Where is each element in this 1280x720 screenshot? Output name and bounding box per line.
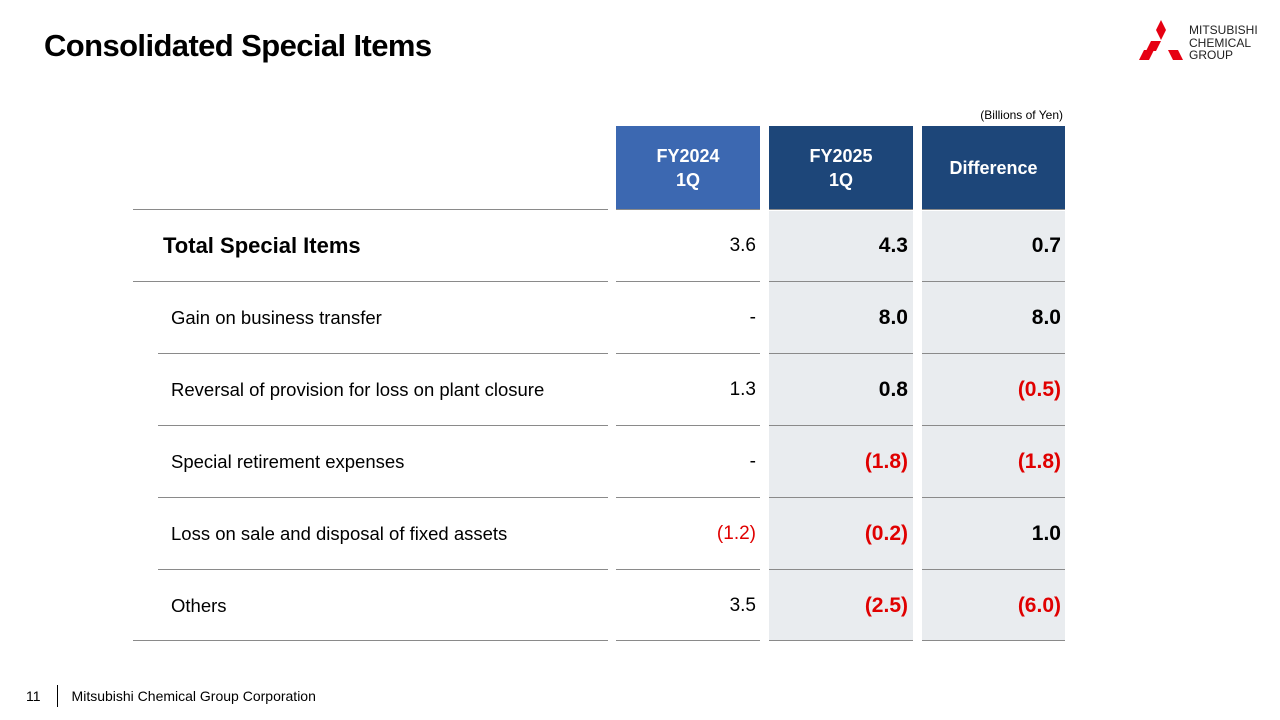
divider <box>769 425 913 426</box>
table-row: Gain on business transfer - 8.0 8.0 <box>0 282 1280 354</box>
divider <box>158 425 608 426</box>
row-label: Special retirement expenses <box>171 451 405 472</box>
row-label: Others <box>171 595 227 616</box>
divider <box>616 209 760 210</box>
divider <box>158 497 608 498</box>
cell-fy2025: 8.0 <box>878 306 908 329</box>
unit-note: (Billions of Yen) <box>980 108 1063 122</box>
divider <box>769 353 913 354</box>
cell-fy2024: 1.3 <box>729 379 756 400</box>
divider <box>616 497 760 498</box>
table-row: Others 3.5 (2.5) (6.0) <box>0 570 1280 642</box>
page-number: 11 <box>26 688 41 704</box>
cell-difference: (6.0) <box>1017 594 1061 617</box>
table-row: Special retirement expenses - (1.8) (1.8… <box>0 426 1280 498</box>
cell-fy2024: - <box>749 451 756 472</box>
divider <box>769 640 913 641</box>
cell-fy2024: 3.5 <box>729 595 756 616</box>
cell-difference: (1.8) <box>1017 450 1061 473</box>
three-diamonds-icon <box>1139 20 1183 60</box>
footer: 11 Mitsubishi Chemical Group Corporation <box>26 685 316 707</box>
cell-difference: 0.7 <box>1031 234 1061 257</box>
footer-separator <box>56 685 58 707</box>
divider <box>922 281 1065 282</box>
divider <box>922 209 1065 210</box>
divider <box>769 569 913 570</box>
cell-difference: (0.5) <box>1017 378 1061 401</box>
row-label: Total Special Items <box>163 233 361 258</box>
column-header-fy2024: FY2024 1Q <box>616 126 760 210</box>
cell-fy2025: (0.2) <box>864 522 908 545</box>
company-logo: MITSUBISHI CHEMICAL GROUP <box>1138 20 1258 64</box>
column-header-difference: Difference <box>922 126 1065 210</box>
divider <box>158 353 608 354</box>
divider <box>616 425 760 426</box>
divider <box>616 569 760 570</box>
cell-fy2024: (1.2) <box>716 523 756 544</box>
table-row-total: Total Special Items 3.6 4.3 0.7 <box>0 210 1280 282</box>
divider <box>769 209 913 210</box>
cell-fy2025: 4.3 <box>878 234 908 257</box>
divider <box>616 640 760 641</box>
divider <box>922 497 1065 498</box>
cell-fy2025: 0.8 <box>878 378 908 401</box>
divider <box>133 281 608 282</box>
divider <box>922 425 1065 426</box>
footer-company: Mitsubishi Chemical Group Corporation <box>71 688 316 704</box>
cell-difference: 8.0 <box>1031 306 1061 329</box>
row-label: Gain on business transfer <box>171 307 382 328</box>
table-row: Loss on sale and disposal of fixed asset… <box>0 498 1280 570</box>
cell-fy2025: (1.8) <box>864 450 908 473</box>
logo-wordmark: MITSUBISHI CHEMICAL GROUP <box>1189 23 1258 62</box>
row-label: Reversal of provision for loss on plant … <box>171 379 545 400</box>
divider <box>922 353 1065 354</box>
divider <box>133 209 608 210</box>
page-title: Consolidated Special Items <box>44 28 432 63</box>
divider <box>158 569 608 570</box>
divider <box>922 640 1065 641</box>
divider <box>769 281 913 282</box>
divider <box>133 640 608 641</box>
row-label: Loss on sale and disposal of fixed asset… <box>171 523 508 544</box>
cell-fy2025: (2.5) <box>864 594 908 617</box>
divider <box>769 497 913 498</box>
divider <box>616 281 760 282</box>
cell-difference: 1.0 <box>1031 522 1061 545</box>
divider <box>922 569 1065 570</box>
divider <box>616 353 760 354</box>
column-header-fy2025: FY2025 1Q <box>769 126 913 210</box>
table-row: Reversal of provision for loss on plant … <box>0 354 1280 426</box>
cell-fy2024: - <box>749 307 756 328</box>
cell-fy2024: 3.6 <box>729 235 756 256</box>
